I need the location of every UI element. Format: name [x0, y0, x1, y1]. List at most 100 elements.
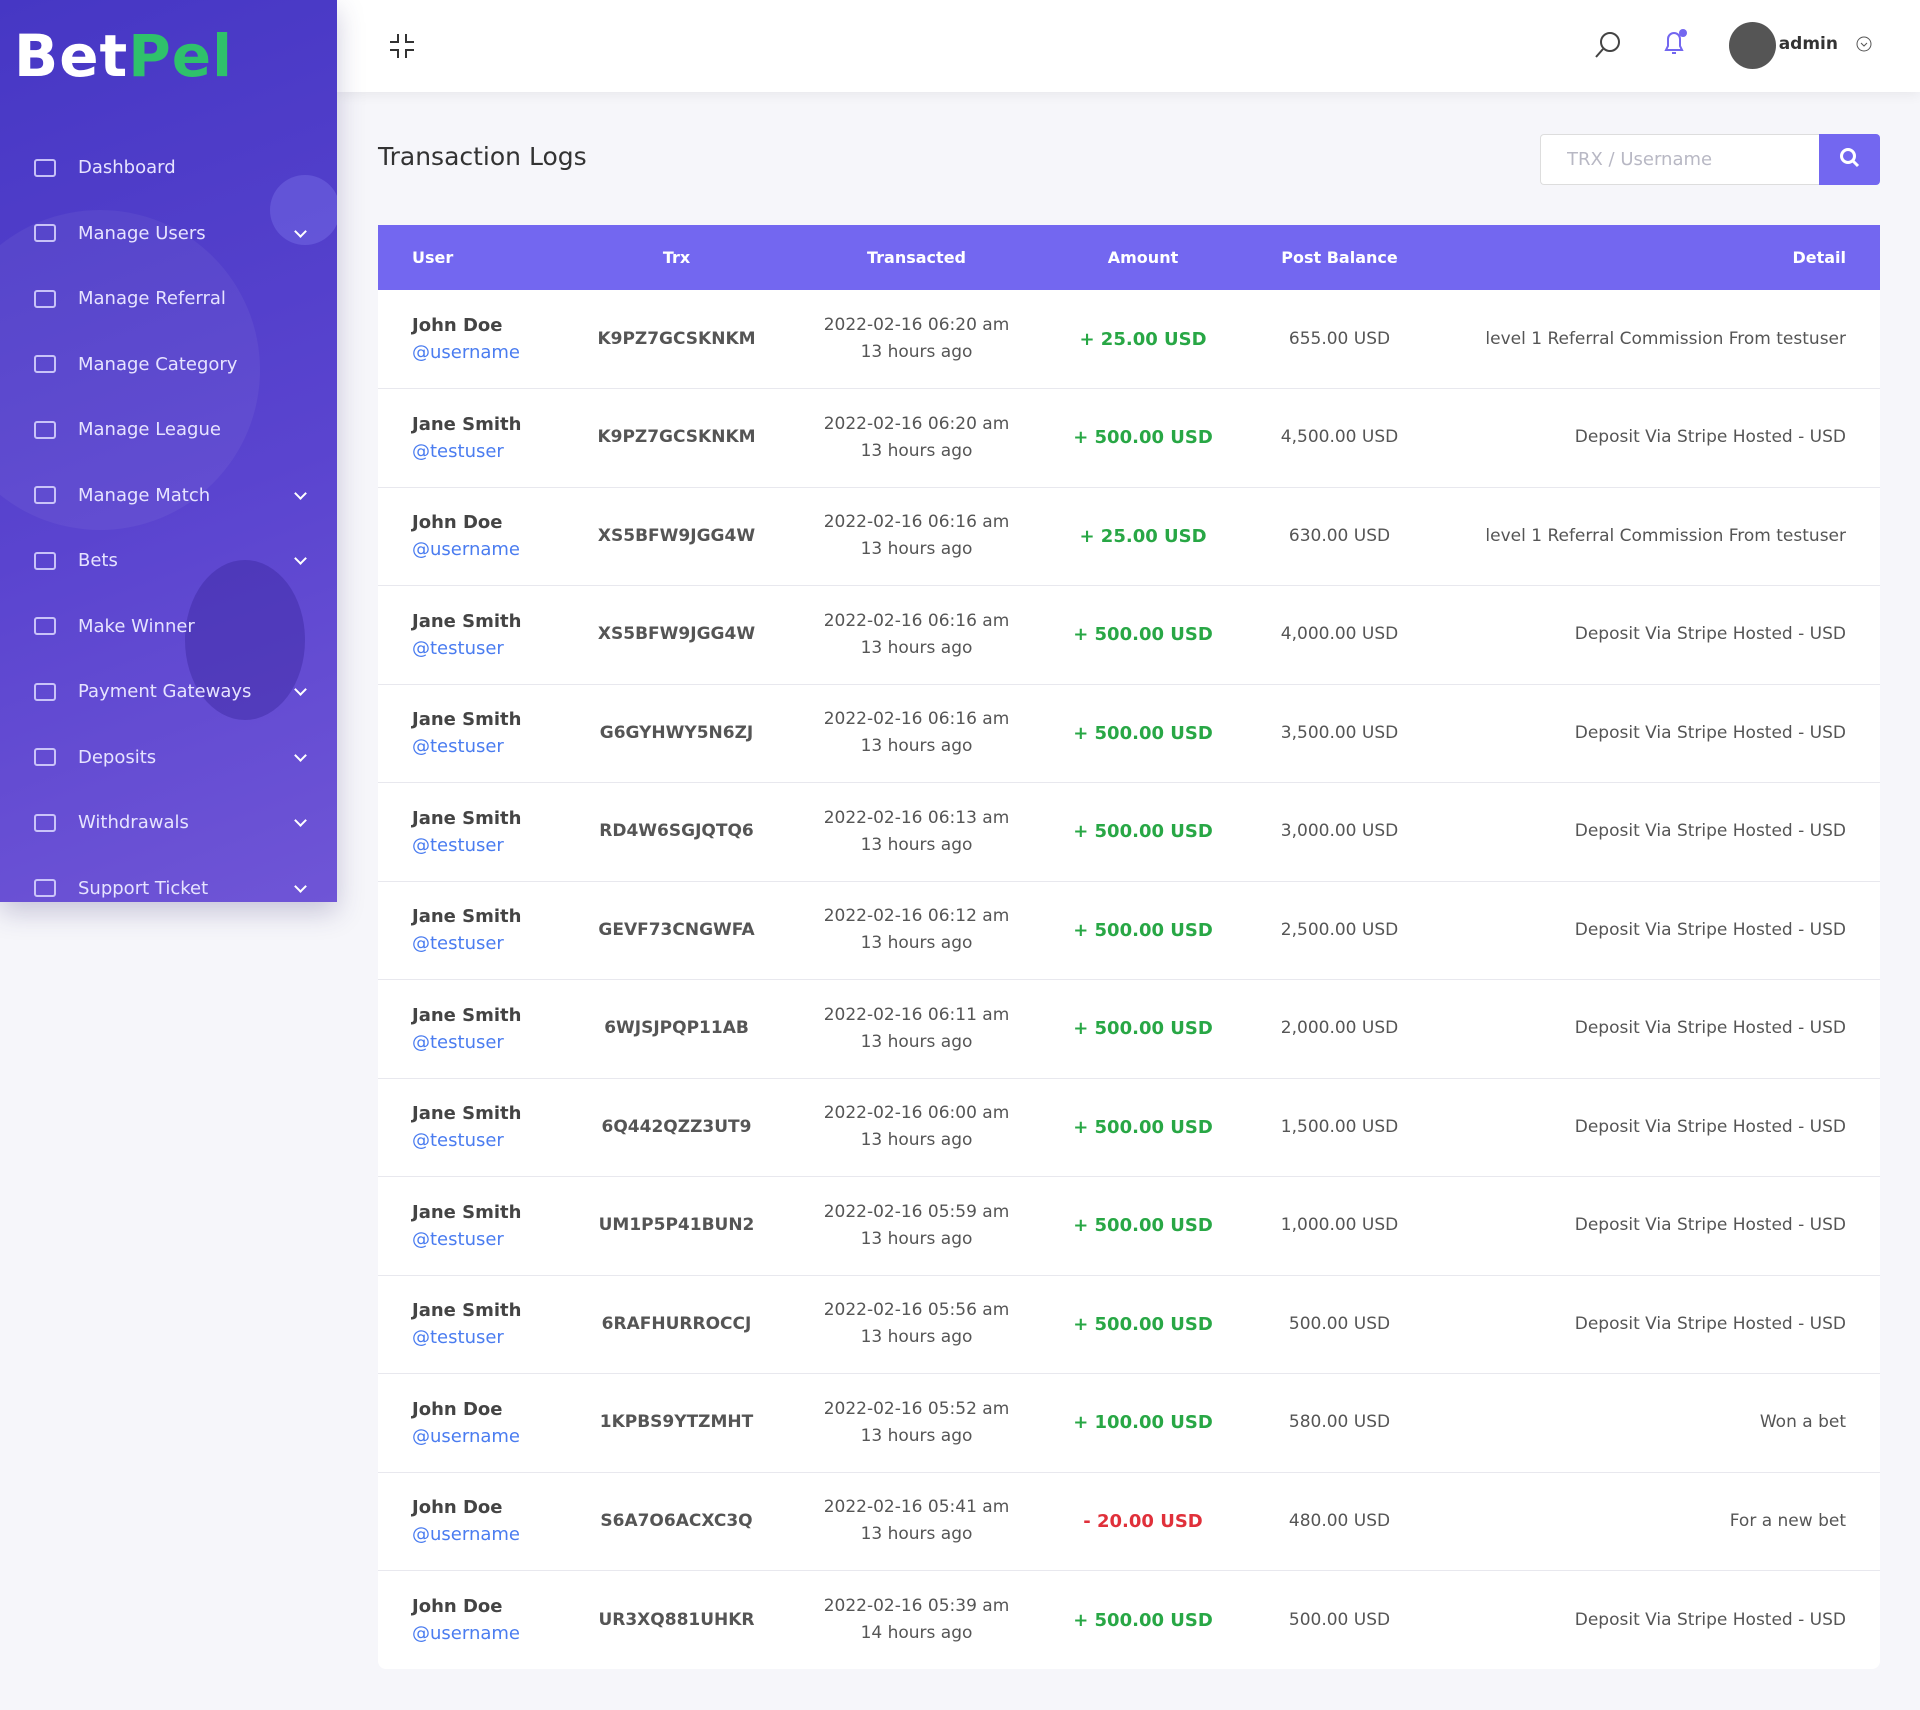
search-icon[interactable] — [1594, 30, 1622, 60]
amount: + 100.00 USD — [1055, 1373, 1231, 1473]
header-row: User Trx Transacted Amount Post Balance Detai… — [378, 225, 1880, 290]
user-full-name: Jane Smith — [412, 807, 522, 829]
transacted-ago: 13 hours ago — [860, 1524, 973, 1545]
menu-item[interactable]: Bets — [0, 528, 337, 594]
amount: + 500.00 USD — [1055, 881, 1231, 980]
post-balance: 500.00 USD — [1231, 1275, 1448, 1374]
transacted-ago: 13 hours ago — [860, 1130, 973, 1151]
menu-item[interactable]: Dashboard — [0, 135, 337, 201]
username-link[interactable]: @testuser — [412, 637, 504, 659]
user-full-name: Jane Smith — [412, 1103, 522, 1125]
post-balance: 1,500.00 USD — [1231, 1078, 1448, 1177]
username-link[interactable]: @testuser — [412, 834, 504, 856]
user-full-name: Jane Smith — [412, 1201, 522, 1223]
user-cell: Jane Smith @testuser — [378, 1275, 575, 1374]
transacted-cell: 2022-02-16 06:16 am 13 hours ago — [778, 585, 1055, 685]
menu-item[interactable]: Manage Match — [0, 463, 337, 529]
username-link[interactable]: @username — [412, 1623, 520, 1644]
transacted-date: 2022-02-16 05:59 am — [823, 1201, 1010, 1222]
post-balance: 580.00 USD — [1231, 1373, 1448, 1473]
username-link[interactable]: @testuser — [412, 440, 504, 462]
transacted-cell: 2022-02-16 06:11 am 13 hours ago — [778, 979, 1055, 1079]
menu-label: Payment Gateways — [78, 681, 252, 703]
menu-item[interactable]: Make Winner — [0, 594, 337, 660]
transaction-row: Jane Smith @testuser G6GYHWY5N6ZJ 2022-02-1… — [378, 684, 1880, 783]
menu-item[interactable]: Withdrawals — [0, 790, 337, 856]
detail: Deposit Via Stripe Hosted - USD — [1574, 1609, 1846, 1630]
transacted-date: 2022-02-16 06:20 am — [823, 315, 1010, 335]
menu-item[interactable]: Manage Category — [0, 332, 337, 398]
post-balance: 4,000.00 USD — [1231, 585, 1448, 685]
menu-item[interactable]: Manage League — [0, 397, 337, 463]
transaction-row: Jane Smith @testuser XS5BFW9JGG4W 2022-02-1… — [378, 585, 1880, 685]
transacted-ago: 13 hours ago — [860, 834, 973, 855]
column-header: Post Balance — [1231, 225, 1448, 290]
username-link[interactable]: @username — [412, 539, 520, 561]
menu-item[interactable]: Payment Gateways — [0, 659, 337, 725]
user-cell: John Doe @username — [378, 1571, 575, 1670]
transaction-row: Jane Smith @testuser UM1P5P41BUN2 2022-02-1… — [378, 1176, 1880, 1276]
transacted-cell: 2022-02-16 06:16 am 13 hours ago — [778, 684, 1055, 783]
transacted-date: 2022-02-16 05:52 am — [823, 1398, 1010, 1419]
username-link[interactable]: @username — [412, 1524, 520, 1546]
transaction-row: John Doe @username 1KPBS9YTZMHT 2022-02-16 … — [378, 1373, 1880, 1473]
username-link[interactable]: @testuser — [412, 1228, 504, 1250]
post-balance: 3,500.00 USD — [1231, 684, 1448, 783]
column-header: Transacted — [778, 225, 1055, 290]
menu-icon — [34, 617, 56, 636]
menu-icon — [34, 551, 56, 570]
username-link[interactable]: @testuser — [412, 736, 504, 758]
notification-icon[interactable] — [1661, 28, 1689, 58]
amount: + 500.00 USD — [1055, 1078, 1231, 1177]
username-link[interactable]: @testuser — [412, 1327, 504, 1349]
transacted-ago: 13 hours ago — [860, 1031, 973, 1052]
transacted-ago: 13 hours ago — [860, 342, 973, 362]
submenu-chevron — [294, 814, 307, 827]
brand-logo[interactable]: BetPel — [14, 22, 233, 90]
fullscreen-icon[interactable] — [389, 33, 415, 59]
post-balance: 655.00 USD — [1231, 290, 1448, 389]
user-cell: Jane Smith @testuser — [378, 1176, 575, 1276]
menu-icon — [34, 486, 56, 505]
username-link[interactable]: @testuser — [412, 1130, 504, 1152]
transaction-row: Jane Smith @testuser RD4W6SGJQTQ6 2022-02-1… — [378, 782, 1880, 882]
menu-item[interactable]: Support Ticket — [0, 856, 337, 903]
submenu-chevron — [294, 552, 307, 565]
username-link[interactable]: @testuser — [412, 1031, 504, 1053]
avatar[interactable] — [1729, 22, 1776, 69]
column-header: Trx — [575, 225, 778, 290]
post-balance: 3,000.00 USD — [1231, 782, 1448, 882]
topbar: admin — [337, 0, 1920, 92]
search-button[interactable] — [1819, 134, 1880, 185]
amount: + 500.00 USD — [1055, 782, 1231, 882]
username-link[interactable]: @username — [412, 342, 520, 363]
trx-id: XS5BFW9JGG4W — [575, 585, 778, 685]
menu-icon — [34, 879, 56, 898]
transaction-row: Jane Smith @testuser K9PZ7GCSKNKM 2022-02-1… — [378, 388, 1880, 488]
username-link[interactable]: @username — [412, 1425, 520, 1447]
transacted-date: 2022-02-16 06:16 am — [823, 709, 1010, 730]
transaction-row: Jane Smith @testuser 6WJSJPQP11AB 2022-02-1… — [378, 979, 1880, 1079]
detail: level 1 Referral Commission From testuse… — [1448, 290, 1880, 389]
transacted-cell: 2022-02-16 06:13 am 13 hours ago — [778, 782, 1055, 882]
amount: + 500.00 USD — [1055, 388, 1231, 488]
menu-item[interactable]: Manage Referral — [0, 266, 337, 332]
menu-item[interactable]: Deposits — [0, 725, 337, 791]
transaction-row: John Doe @username UR3XQ881UHKR 2022-02-16 … — [378, 1571, 1880, 1670]
user-cell: Jane Smith @testuser — [378, 782, 575, 882]
menu-icon — [34, 813, 56, 832]
username-link[interactable]: @testuser — [412, 933, 504, 955]
detail: Won a bet — [1448, 1373, 1880, 1473]
post-balance: 480.00 USD — [1231, 1472, 1448, 1571]
transacted-ago: 13 hours ago — [860, 933, 973, 954]
menu-item[interactable]: Manage Users — [0, 201, 337, 267]
user-name[interactable]: admin — [1778, 34, 1838, 54]
user-cell: John Doe @username — [378, 487, 575, 586]
search-input[interactable] — [1540, 134, 1819, 185]
trx-id: GEVF73CNGWFA — [575, 881, 778, 980]
user-full-name: Jane Smith — [412, 413, 522, 435]
user-full-name: Jane Smith — [412, 906, 522, 928]
user-cell: Jane Smith @testuser — [378, 585, 575, 685]
user-dropdown[interactable] — [1856, 36, 1872, 52]
menu-label: Bets — [78, 550, 118, 572]
